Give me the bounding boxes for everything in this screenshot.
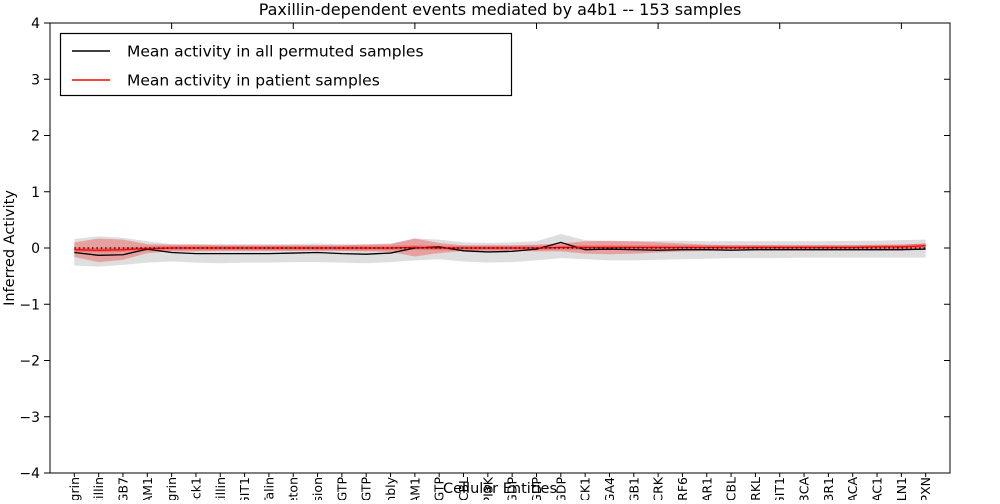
y-tick-label: 2 — [31, 129, 40, 145]
legend-box — [59, 32, 513, 97]
x-tick-label: GIT1 — [772, 477, 787, 500]
y-axis-label: Inferred Activity — [2, 190, 18, 306]
permuted-std-band — [74, 233, 926, 267]
x-tick-label: mol:GTP — [432, 477, 447, 500]
y-tick-label: 0 — [31, 241, 40, 257]
x-tick-label: alpha4/beta1 Integrin/Paxillin/Talin/Act… — [286, 477, 301, 500]
x-tick-label: lamellipodium assembly — [383, 476, 398, 500]
x-tick-label: alpha4/beta1 Integrin — [164, 477, 179, 500]
legend-label-permuted: Mean activity in all permuted samples — [127, 43, 424, 61]
x-tick-label: PRKACA — [845, 477, 860, 500]
x-tick-label: mol:GDP — [553, 477, 568, 500]
x-tick-label: cell adhesion — [310, 477, 325, 500]
x-tick-label: RAC1 — [870, 477, 885, 500]
chart-title: Paxillin-dependent events mediated by a4… — [259, 0, 742, 19]
x-tick-label: CRKL/CBL — [456, 477, 471, 500]
x-tick-label: alpha4/beta1 Integrin/Paxillin/GIT1 — [237, 477, 252, 500]
x-tick-label: Rac1/GTP — [359, 477, 374, 500]
legend: Mean activity in all permuted samples Me… — [59, 32, 513, 97]
chart-content: 4 3 2 1 0 −1 −2 −3 −4 alpha4/beta7 Integrin alpha4… — [19, 16, 950, 504]
x-tick-label: alpha4/beta1 Integrin/Paxillin/VCAM1 — [140, 477, 155, 500]
x-tick-label: BCAR1 — [699, 477, 714, 500]
x-tick-label: PXN — [918, 477, 933, 500]
x-tick-label: CRK — [651, 476, 666, 500]
permuted-mean-line — [74, 241, 926, 256]
y-tick-label: 3 — [31, 72, 40, 88]
x-tick-label: VCAM1 — [407, 477, 422, 500]
x-tick-label: Rac1/GDP — [529, 477, 544, 500]
y-tick-label: 4 — [31, 16, 40, 32]
x-tick-label: PIK3CA — [797, 477, 812, 500]
x-tick-label: ARF6/GTP — [334, 477, 349, 500]
x-tick-label: CRKL — [748, 477, 763, 500]
y-tick-label: −3 — [19, 410, 40, 426]
x-tick-label: ARF6/GDP — [505, 477, 520, 500]
x-tick-label: alpha4/beta7 Integrin — [67, 477, 82, 500]
x-tick-label: ITGB7 — [115, 477, 130, 500]
plot-frame — [49, 22, 951, 474]
x-tick-label: PIK3R1 — [821, 477, 836, 500]
x-tick-label: ARF6 — [675, 477, 690, 500]
x-axis-label: Cellular Entities — [443, 481, 557, 497]
x-tick-label: alpha4/beta7 Integrin/Paxillin — [91, 477, 106, 500]
y-tick-label: −4 — [19, 466, 40, 482]
x-tick-label: CBL — [724, 477, 739, 500]
x-tick-label: DOCK1 — [578, 477, 593, 500]
y-tick-label: 1 — [31, 185, 40, 201]
x-tick-label: p130Cas/Crk/Dock1 — [188, 477, 203, 500]
patient-std-band — [74, 238, 926, 263]
y-tick-label: −1 — [19, 297, 40, 313]
x-tick-label: TLN1 — [894, 477, 909, 500]
x-tick-label: ITGB1 — [626, 477, 641, 500]
x-tick-label: alpha4/beta1 Integrin/Paxillin/Talin — [261, 477, 276, 500]
x-tick-label: ITGA4 — [602, 477, 617, 500]
x-tick-label: PI3K — [480, 476, 495, 500]
legend-label-patient: Mean activity in patient samples — [127, 72, 380, 90]
x-tick-label: alpha4/beta1 Integrin/Paxillin — [213, 477, 228, 500]
y-tick-label: −2 — [19, 354, 40, 370]
